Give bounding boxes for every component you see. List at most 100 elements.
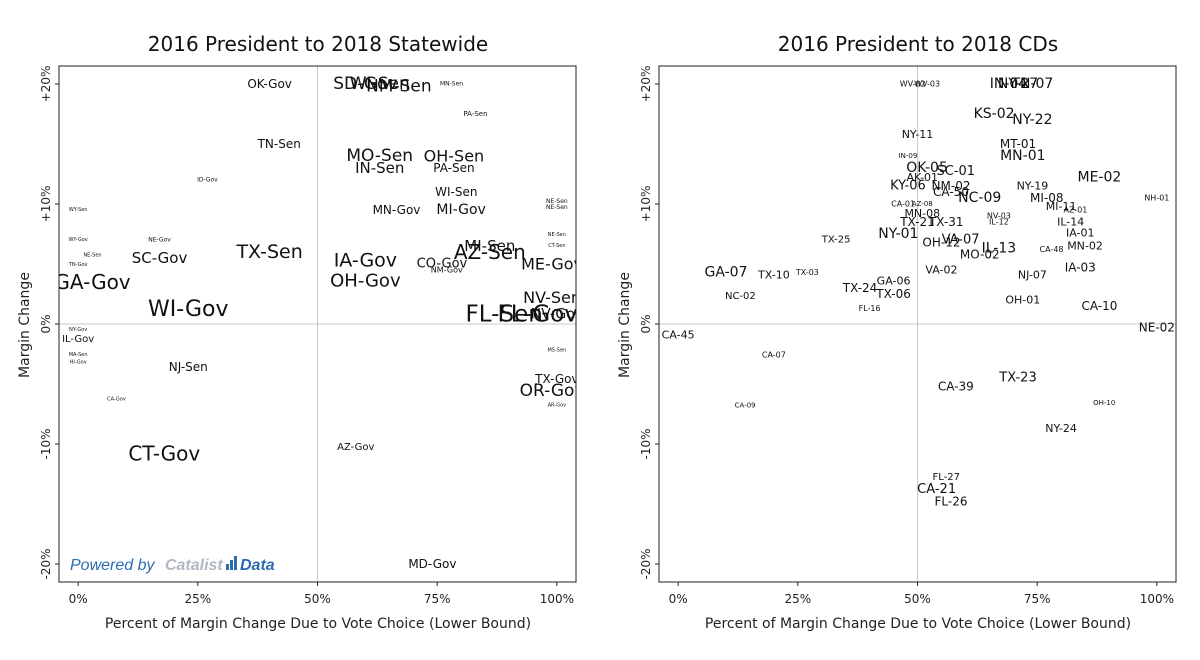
data-point-label: FL-27 xyxy=(932,472,959,483)
data-point-label: TX-10 xyxy=(757,268,790,281)
data-point-label: KY-06 xyxy=(890,179,926,194)
data-point-label: MT-01 xyxy=(1000,137,1036,151)
data-point-label: TX-21 xyxy=(899,215,935,229)
chart-title: 2016 President to 2018 Statewide xyxy=(148,32,488,56)
x-tick-label: 50% xyxy=(904,592,931,606)
data-point-label: OH-Gov xyxy=(330,270,401,291)
data-point-label: NY-19 xyxy=(1017,180,1049,193)
data-point-label: GA-07 xyxy=(705,264,748,280)
data-point-label: AR-Gov xyxy=(548,403,567,409)
data-point-label: IL-14 xyxy=(1057,216,1084,229)
data-point-label: OK-Gov xyxy=(247,77,292,91)
data-point-label: ME-Gov xyxy=(521,255,583,274)
data-point-label: NV-03 xyxy=(987,212,1011,221)
data-point-label: MN-Gov xyxy=(373,203,421,217)
x-tick-label: 50% xyxy=(304,592,331,606)
data-point-label: NY-01 xyxy=(878,226,918,242)
data-point-label: TN-Sen xyxy=(257,137,301,151)
data-point-label: CT-Sen xyxy=(548,243,565,249)
y-tick-label: +10% xyxy=(639,186,653,223)
data-point-label: PA-Sen xyxy=(433,161,474,175)
panel-statewide: 2016 President to 2018 Statewide Percent… xyxy=(17,32,585,632)
data-point-label: NE-Sen xyxy=(546,198,568,205)
data-point-label: IL-12 xyxy=(989,218,1009,227)
data-point-label: MN-02 xyxy=(1067,240,1103,253)
data-point-label: NY-Gov xyxy=(69,327,87,333)
data-point-label: OR-Gov xyxy=(520,381,585,401)
data-point-label: NJ-Sen xyxy=(169,360,208,374)
data-point-label: IN-09 xyxy=(899,152,918,160)
data-point-label: CA-50 xyxy=(933,185,969,199)
data-point-label: WY-Sen xyxy=(69,207,88,213)
data-point-label: MI-Sen xyxy=(464,237,515,255)
data-bars-icon xyxy=(226,556,237,570)
data-point-label: OH-10 xyxy=(1093,399,1115,407)
y-tick-label: +10% xyxy=(39,186,53,223)
data-point-label: NE-Sen xyxy=(548,232,566,238)
data-point-label: MA-Sen xyxy=(69,352,88,358)
data-point-label: NV-Sen xyxy=(523,288,581,307)
data-point-label: IL-13 xyxy=(982,240,1017,256)
panel-congressional-districts: 2016 President to 2018 CDs Percent of Ma… xyxy=(617,32,1177,632)
data-point-label: FL-Gov xyxy=(498,301,578,327)
data-point-label: PA-Sen xyxy=(463,110,487,118)
x-axis-label: Percent of Margin Change Due to Vote Cho… xyxy=(705,616,1131,632)
data-point-label: TX-Sen xyxy=(235,241,302,263)
data-point-label: IN-04 xyxy=(990,76,1028,92)
chart-title: 2016 President to 2018 CDs xyxy=(778,32,1058,56)
data-point-label: MI-08 xyxy=(1030,191,1064,205)
data-point-label: MD-Gov xyxy=(408,557,456,571)
data-point-label: NM-Gov xyxy=(431,266,463,275)
data-point-label: FL-16 xyxy=(859,304,881,313)
data-point-label: NE-Sen xyxy=(546,204,568,211)
data-point-label: SC-Gov xyxy=(132,249,188,267)
data-point-label: CA-10 xyxy=(1081,299,1117,313)
powered-by-catalist-watermark: Powered by Catalist Data xyxy=(70,556,275,574)
data-point-label: MI-Gov xyxy=(436,202,485,218)
data-point-label: WV-02 xyxy=(900,80,926,89)
data-point-label: VA-02 xyxy=(925,264,957,277)
x-tick-label: 0% xyxy=(669,592,688,606)
data-point-label: NH-01 xyxy=(1144,194,1169,203)
data-point-label: TN-07 xyxy=(1010,76,1053,92)
data-point-label: NM-Sen xyxy=(366,76,432,96)
data-point-label: TX-Gov xyxy=(534,372,578,386)
data-point-label: AZ-Gov xyxy=(337,442,374,453)
data-point-label: SC-01 xyxy=(937,164,976,179)
data-point-label: NE-Sen xyxy=(83,253,101,259)
data-point-label: CA-09 xyxy=(735,402,756,410)
data-point-label: TX-03 xyxy=(795,268,819,277)
data-point-label: NY-24 xyxy=(1045,422,1077,435)
data-point-label: ME-02 xyxy=(1078,170,1122,186)
data-point-label: OK-05 xyxy=(906,160,948,176)
y-tick-label: -10% xyxy=(639,428,653,459)
data-point-label: WI-Sen xyxy=(435,185,477,199)
data-point-label: WY-Gov xyxy=(68,237,87,243)
y-axis-label: Margin Change xyxy=(617,272,633,378)
data-point-label: NY-27 xyxy=(998,76,1038,92)
watermark-brand: Catalist xyxy=(165,557,223,574)
data-point-label: HI-Gov xyxy=(70,359,87,365)
data-point-label: MN-01 xyxy=(1000,148,1045,164)
data-point-label: GA-Gov xyxy=(54,270,130,294)
data-point-label: WI-Sen xyxy=(350,74,410,94)
data-point-label: AK-01 xyxy=(907,171,939,184)
data-point-label: IL-Gov xyxy=(62,334,94,345)
data-point-label: NM-02 xyxy=(932,179,971,193)
y-tick-label: 0% xyxy=(639,314,653,333)
data-point-label: NE-Gov xyxy=(148,237,171,244)
y-tick-label: -10% xyxy=(39,428,53,459)
x-tick-label: 100% xyxy=(1140,592,1174,606)
y-tick-label: -20% xyxy=(639,548,653,579)
data-point-label: NC-02 xyxy=(725,291,756,302)
y-axis-label: Margin Change xyxy=(17,272,33,378)
data-point-label: CA-48 xyxy=(1040,245,1064,254)
data-point-label: CA-45 xyxy=(662,328,695,341)
data-point-label: MO-Sen xyxy=(346,146,413,166)
data-point-label: TX-31 xyxy=(928,215,964,229)
data-point-label: WI-Gov xyxy=(148,297,229,322)
y-tick-label: +20% xyxy=(639,66,653,103)
data-point-label: MS-Sen xyxy=(547,347,566,353)
